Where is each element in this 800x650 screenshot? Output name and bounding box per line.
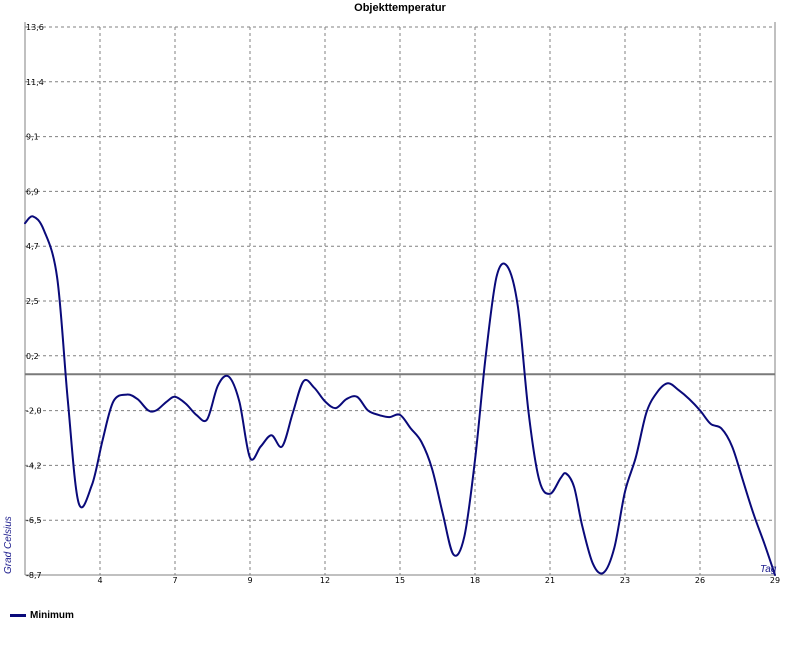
x-tick-label: 26	[695, 576, 705, 585]
x-tick-label: 29	[770, 576, 780, 585]
series-line-minimum	[24, 215, 776, 576]
y-tick-label: 2,5	[26, 297, 39, 306]
tick-labels: -8,7 -6,5 -4,2 -2,0 0,2 2,5 4,7 6,9 9,1 11,4 13,6 4…	[26, 23, 780, 585]
y-tick-label: 6,9	[26, 187, 39, 196]
y-axis-label: Grad Celsius	[3, 516, 14, 574]
y-tick-label: -2,0	[26, 407, 42, 416]
x-tick-label: 4	[97, 576, 102, 585]
legend-entry-minimum: Minimum	[10, 610, 74, 621]
x-tick-label: 15	[395, 576, 405, 585]
axes	[24, 22, 776, 576]
legend-swatch	[10, 614, 26, 617]
y-tick-label: 0,2	[26, 352, 39, 361]
y-tick-label: 4,7	[26, 242, 39, 251]
x-tick-label: 23	[620, 576, 630, 585]
grid	[25, 26, 776, 575]
x-tick-label: 9	[247, 576, 252, 585]
x-tick-label: 21	[545, 576, 555, 585]
x-axis-unit-label: Tag	[760, 564, 777, 575]
y-tick-label: 13,6	[26, 23, 44, 32]
y-tick-label: -6,5	[26, 516, 42, 525]
y-tick-label: -8,7	[26, 571, 42, 580]
chart-title: Objekttemperatur	[354, 2, 446, 14]
x-tick-label: 12	[320, 576, 330, 585]
legend: Minimum	[10, 610, 74, 621]
series-layer	[24, 215, 776, 576]
legend-label: Minimum	[30, 610, 74, 621]
x-tick-label: 7	[172, 576, 177, 585]
y-tick-label: 11,4	[26, 78, 44, 87]
y-tick-label: 9,1	[26, 133, 39, 142]
x-tick-label: 18	[470, 576, 480, 585]
y-tick-label: -4,2	[26, 461, 42, 470]
